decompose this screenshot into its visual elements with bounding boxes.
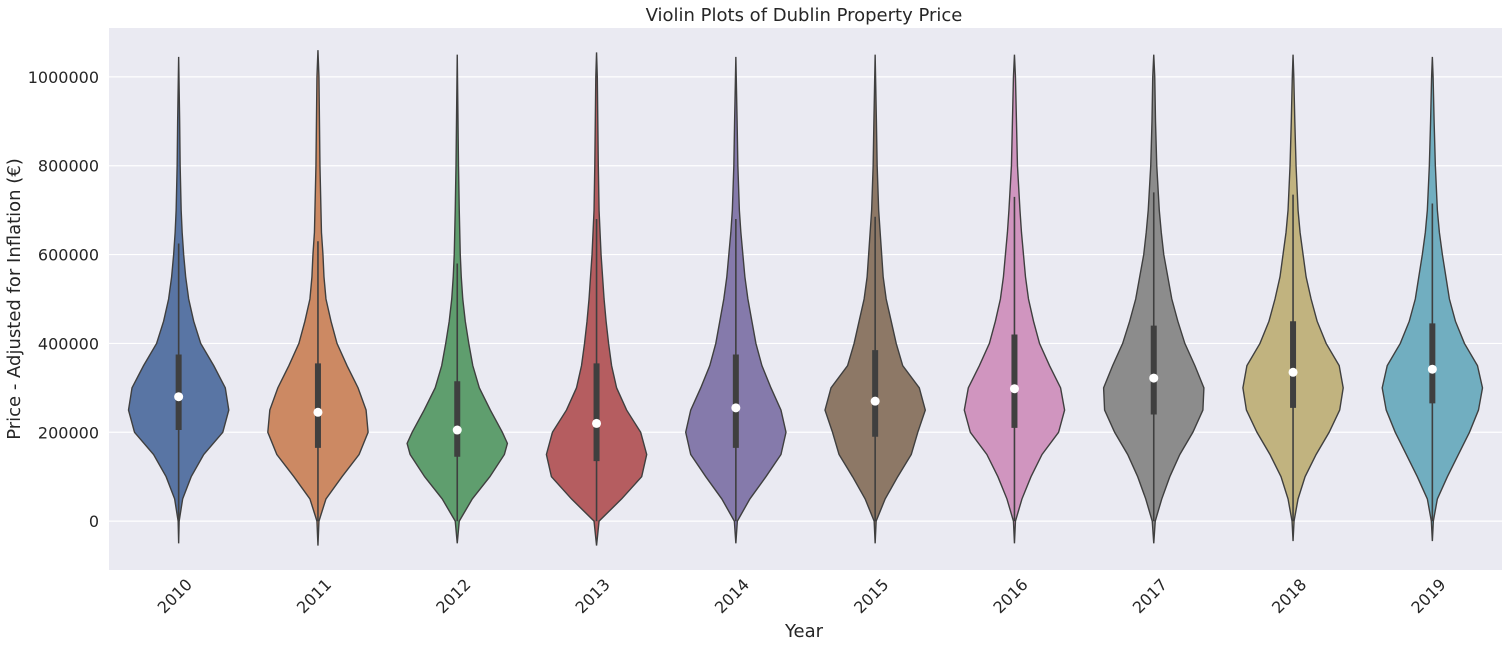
y-tick-labels: 0 200000 400000 600000 800000 1000000	[28, 68, 99, 531]
x-tick-label: 2011	[293, 575, 335, 617]
violin-2011	[267, 50, 369, 546]
y-axis-label: Price - Adjusted for Inflation (€)	[4, 158, 25, 440]
x-axis-label: Year	[784, 621, 824, 642]
violin-2017	[1102, 54, 1205, 544]
median-marker	[870, 396, 880, 406]
y-tick-label: 200000	[38, 423, 99, 442]
violins	[127, 50, 1484, 546]
x-tick-label: 2010	[154, 575, 196, 617]
x-tick-label: 2012	[432, 575, 474, 617]
violin-2012	[406, 54, 509, 544]
x-tick-label: 2019	[1407, 575, 1449, 617]
chart-title: Violin Plots of Dublin Property Price	[646, 5, 963, 26]
y-tick-label: 800000	[38, 157, 99, 176]
median-marker	[1288, 367, 1298, 377]
x-tick-label: 2016	[989, 575, 1031, 617]
plot-background	[109, 28, 1502, 570]
violin-2013	[545, 52, 648, 546]
violin-2015	[824, 54, 927, 544]
violin-2016	[963, 54, 1066, 544]
y-tick-label: 1000000	[28, 68, 99, 87]
median-marker	[1149, 373, 1159, 383]
x-tick-label: 2014	[711, 575, 753, 617]
violin-2019	[1381, 56, 1484, 542]
median-marker	[592, 418, 602, 428]
y-tick-label: 600000	[38, 246, 99, 265]
violin-2018	[1242, 54, 1344, 542]
violin-2014	[684, 56, 787, 544]
y-tick-label: 0	[89, 512, 99, 531]
median-marker	[174, 392, 184, 402]
x-tick-label: 2018	[1268, 575, 1310, 617]
y-tick-label: 400000	[38, 334, 99, 353]
x-tick-labels: 2010 2011 2012 2013 2014 2015 2016 2017 2018 2019	[154, 575, 1450, 617]
median-marker	[452, 425, 462, 435]
median-marker	[1427, 364, 1437, 374]
violin-2010	[127, 56, 230, 544]
median-marker	[313, 407, 323, 417]
median-marker	[731, 403, 741, 413]
x-tick-label: 2017	[1129, 575, 1171, 617]
median-marker	[1009, 384, 1019, 394]
x-tick-label: 2015	[850, 575, 892, 617]
x-tick-label: 2013	[572, 575, 614, 617]
